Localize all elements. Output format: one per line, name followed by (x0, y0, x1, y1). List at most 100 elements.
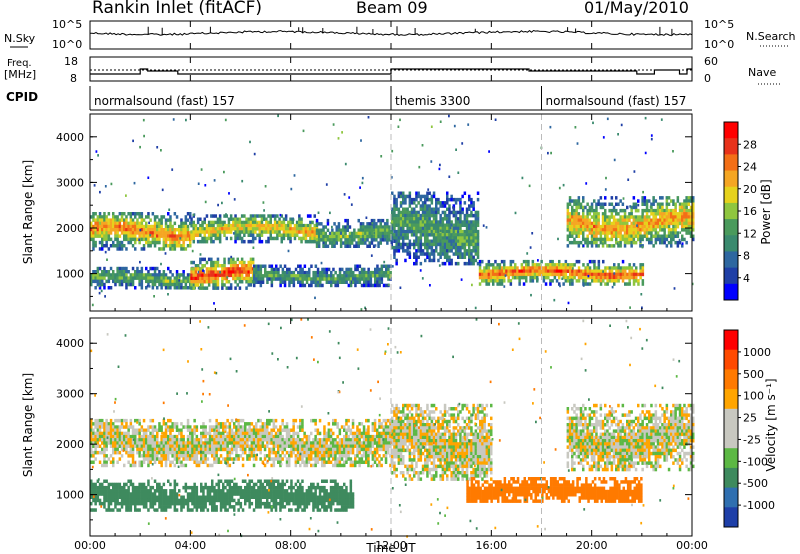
power-cell (619, 244, 622, 248)
power-cell (571, 275, 574, 280)
power-cell (192, 273, 195, 278)
power-cell (404, 194, 407, 199)
velocity-cell (101, 463, 104, 468)
power-cell (265, 239, 268, 244)
velocity-cell (195, 460, 199, 464)
power-cell (595, 272, 598, 277)
power-cell (379, 218, 382, 223)
power-speckle (451, 236, 454, 240)
power-cell (650, 202, 653, 206)
power-cell (663, 212, 666, 216)
velocity-cell (323, 438, 326, 442)
velocity-cell (156, 428, 159, 432)
nsky-tick-bottom: 10^0 (52, 38, 82, 51)
velocity-cell (131, 428, 135, 432)
power-cell (652, 202, 655, 206)
power-cell (330, 277, 333, 281)
velocity-cell (230, 457, 234, 461)
power-cell (599, 202, 603, 206)
power-cell (199, 217, 202, 221)
velocity-cell (217, 428, 221, 432)
velocity-cell (114, 444, 117, 448)
power-cell (476, 245, 480, 250)
power-cell (619, 228, 622, 232)
velocity-cell (147, 441, 150, 445)
power-cell (129, 240, 133, 245)
power-cell (419, 236, 423, 240)
power-cell (292, 280, 296, 284)
power-cell (645, 231, 649, 235)
power-cell (413, 242, 416, 247)
power-cell (659, 196, 662, 200)
power-cell (588, 272, 592, 277)
velocity-cell (98, 422, 102, 426)
velocity-cell (96, 428, 100, 432)
velocity-cell (288, 457, 291, 461)
power-cell (158, 276, 161, 280)
power-cell (443, 236, 447, 240)
power-cell (544, 272, 548, 277)
power-cell (283, 274, 287, 278)
power-cell (184, 224, 188, 229)
power-cell (500, 266, 504, 270)
power-cell (260, 230, 264, 234)
power-cell (312, 277, 315, 281)
power-cell (147, 244, 150, 248)
power-cell (295, 227, 299, 231)
velocity-cell (266, 425, 269, 429)
power-cell (363, 277, 366, 281)
power-cell (149, 228, 152, 232)
power-cell (288, 277, 291, 281)
power-cell (602, 272, 605, 277)
power-cell (190, 260, 193, 265)
power-cell (474, 213, 478, 218)
power-cell (687, 218, 691, 222)
power-cell (624, 282, 627, 286)
power-cell (595, 240, 598, 245)
velocity-cell (138, 444, 141, 448)
velocity-cell (153, 425, 157, 429)
power-cell (430, 252, 434, 256)
power-cell (632, 237, 636, 242)
velocity-cell (151, 438, 155, 442)
power-cell (258, 239, 261, 244)
power-cell (595, 275, 598, 280)
power-cell (470, 204, 473, 208)
power-cell (136, 231, 139, 235)
power-cell (643, 208, 647, 213)
velocity-cell (151, 454, 155, 458)
power-cell (236, 233, 239, 237)
power-cell (597, 221, 600, 226)
power-cell (240, 236, 244, 241)
power-cell (205, 214, 209, 218)
power-cell (393, 197, 396, 202)
power-cbar-swatch (724, 122, 738, 139)
power-cell (404, 213, 407, 218)
power-cell (160, 282, 163, 287)
power-cell (341, 277, 344, 281)
power-cell (432, 217, 436, 221)
power-cell (674, 234, 677, 238)
power-cell (395, 236, 398, 240)
velocity-cell (226, 457, 229, 461)
power-speckle (167, 293, 169, 296)
power-speckle (419, 269, 422, 272)
power-cell (463, 229, 467, 234)
power-cell (393, 239, 396, 243)
power-speckle (602, 270, 604, 273)
power-cell (282, 230, 286, 234)
power-cell (315, 220, 319, 225)
power-cell (282, 233, 286, 237)
velocity-cell (255, 428, 258, 432)
power-cell (214, 264, 217, 268)
power-cell (288, 280, 291, 284)
power-cell (641, 237, 644, 242)
power-cell (116, 276, 119, 280)
power-cell (149, 273, 152, 277)
power-cell (404, 249, 407, 253)
power-cell (145, 234, 148, 238)
power-cell (131, 276, 135, 280)
power-cell (586, 228, 589, 232)
power-cell (606, 234, 609, 238)
power-cell (474, 220, 478, 224)
